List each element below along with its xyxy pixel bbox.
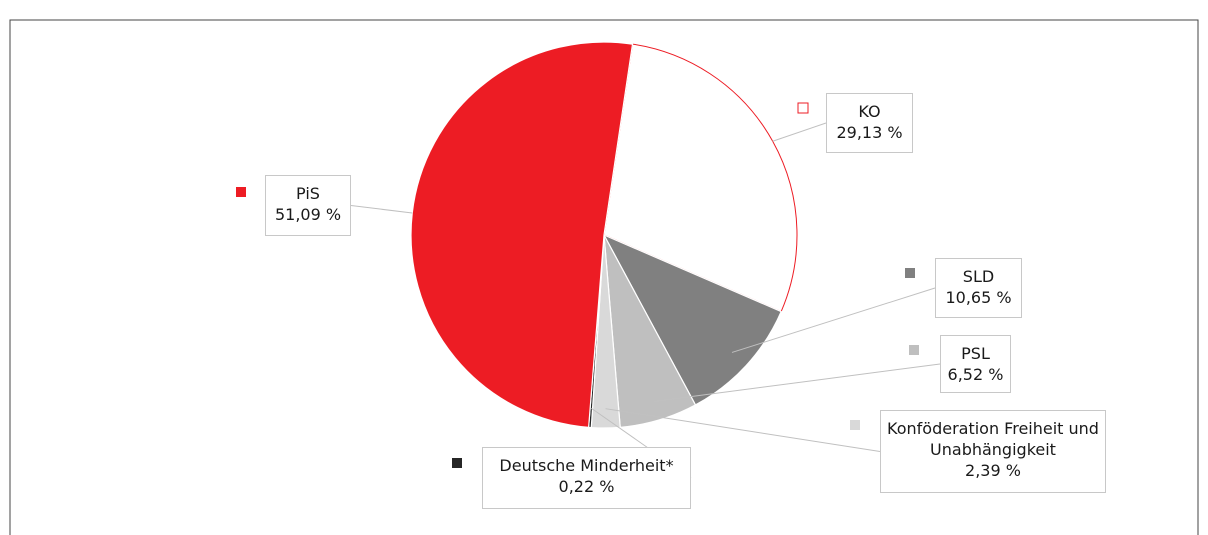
pie-slice bbox=[602, 233, 782, 406]
category-name: Deutsche Minderheit* bbox=[499, 456, 674, 475]
category-name: PSL bbox=[961, 344, 990, 363]
data-label: Konföderation Freiheit und Unabhängigkei… bbox=[880, 410, 1106, 493]
legend-swatch bbox=[905, 268, 915, 278]
category-name: Konföderation Freiheit und Unabhängigkei… bbox=[887, 419, 1099, 459]
data-label: Deutsche Minderheit* 0,22 % bbox=[482, 447, 691, 509]
leader-line bbox=[653, 363, 941, 402]
pie-slice bbox=[410, 41, 634, 429]
legend-swatch bbox=[236, 187, 246, 197]
leader-line bbox=[605, 408, 881, 452]
legend-swatch bbox=[850, 420, 860, 430]
value-label: 51,09 % bbox=[274, 205, 342, 224]
value-label: 29,13 % bbox=[836, 123, 903, 142]
legend-swatch bbox=[452, 458, 462, 468]
category-name: SLD bbox=[962, 267, 995, 286]
data-label: SLD 10,65 % bbox=[935, 258, 1022, 318]
pie-slice bbox=[603, 43, 798, 313]
data-label: PiS 51,09 % bbox=[265, 175, 351, 236]
leader-line bbox=[772, 122, 827, 142]
category-name: KO bbox=[858, 102, 881, 121]
value-label: 2,39 % bbox=[965, 461, 1021, 480]
value-label: 6,52 % bbox=[947, 365, 1004, 384]
leader-line bbox=[350, 205, 413, 214]
legend-swatch bbox=[909, 345, 919, 355]
value-label: 10,65 % bbox=[945, 288, 1012, 307]
data-label: PSL 6,52 % bbox=[940, 335, 1011, 393]
category-name: PiS bbox=[296, 184, 320, 203]
data-label: KO 29,13 % bbox=[826, 93, 913, 153]
leader-line bbox=[731, 287, 936, 353]
frame bbox=[9, 19, 1199, 535]
value-label: 0,22 % bbox=[558, 477, 615, 496]
legend-swatch bbox=[797, 102, 809, 114]
